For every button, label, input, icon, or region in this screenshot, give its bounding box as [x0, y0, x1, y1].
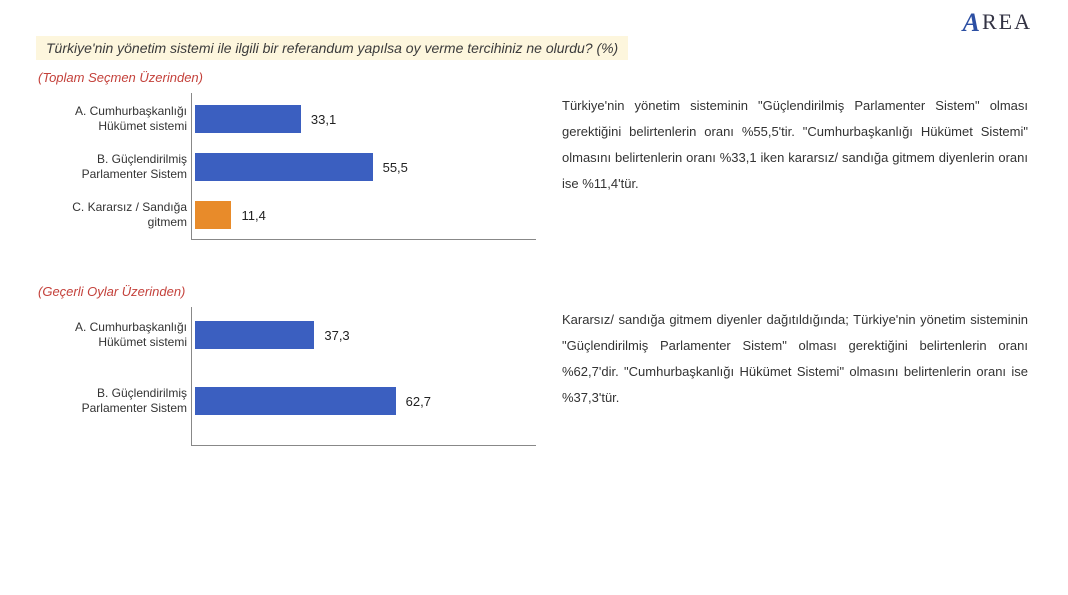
section1: A. Cumhurbaşkanlığı Hükümet sistemi33,1B…: [36, 93, 1032, 240]
question-banner: Türkiye'nin yönetim sistemi ile ilgili b…: [36, 36, 628, 60]
bar-category-label: B. Güçlendirilmiş Parlamenter Sistem: [37, 152, 195, 182]
brand-logo-rest: REA: [982, 9, 1032, 34]
bar-row: A. Cumhurbaşkanlığı Hükümet sistemi37,3: [192, 313, 536, 357]
brand-logo-accent: A: [963, 8, 982, 37]
bar-value-label: 55,5: [383, 160, 408, 175]
section2-chart: A. Cumhurbaşkanlığı Hükümet sistemi37,3 B…: [191, 307, 536, 446]
bar: [195, 153, 373, 181]
brand-logo: AREA: [963, 8, 1032, 38]
bar: [195, 321, 314, 349]
bar-row: C. Kararsız / Sandığa gitmem11,4: [192, 195, 536, 235]
bar-row: A. Cumhurbaşkanlığı Hükümet sistemi33,1: [192, 99, 536, 139]
bar: [195, 105, 301, 133]
bar: [195, 201, 231, 229]
bar: [195, 387, 396, 415]
section1-subtitle: (Toplam Seçmen Üzerinden): [38, 70, 1032, 85]
bar-value-label: 33,1: [311, 112, 336, 127]
bar-category-label: C. Kararsız / Sandığa gitmem: [37, 200, 195, 230]
bar-category-label: B. Güçlendirilmiş Parlamenter Sistem: [37, 386, 195, 416]
section2: A. Cumhurbaşkanlığı Hükümet sistemi37,3B…: [36, 307, 1032, 446]
bar-value-label: 37,3: [324, 328, 349, 343]
section2-paragraph: Kararsız/ sandığa gitmem diyenler dağıtı…: [536, 307, 1032, 411]
bar-category-label: A. Cumhurbaşkanlığı Hükümet sistemi: [37, 104, 195, 134]
section1-chart-wrap: A. Cumhurbaşkanlığı Hükümet sistemi33,1B…: [36, 93, 536, 240]
section1-paragraph: Türkiye'nin yönetim sisteminin "Güçlendi…: [536, 93, 1032, 197]
bar-row: B. Güçlendirilmiş Parlamenter Sistem55,5: [192, 147, 536, 187]
bar-value-label: 62,7: [406, 394, 431, 409]
bar-row: B. Güçlendirilmiş Parlamenter Sistem62,7: [192, 379, 536, 423]
section2-chart-wrap: A. Cumhurbaşkanlığı Hükümet sistemi37,3B…: [36, 307, 536, 446]
section1-chart: A. Cumhurbaşkanlığı Hükümet sistemi33,1 B…: [191, 93, 536, 240]
bar-value-label: 11,4: [241, 208, 265, 223]
section2-subtitle: (Geçerli Oylar Üzerinden): [38, 284, 1032, 299]
bar-category-label: A. Cumhurbaşkanlığı Hükümet sistemi: [37, 320, 195, 350]
page: AREA Türkiye'nin yönetim sistemi ile ilg…: [0, 0, 1068, 595]
